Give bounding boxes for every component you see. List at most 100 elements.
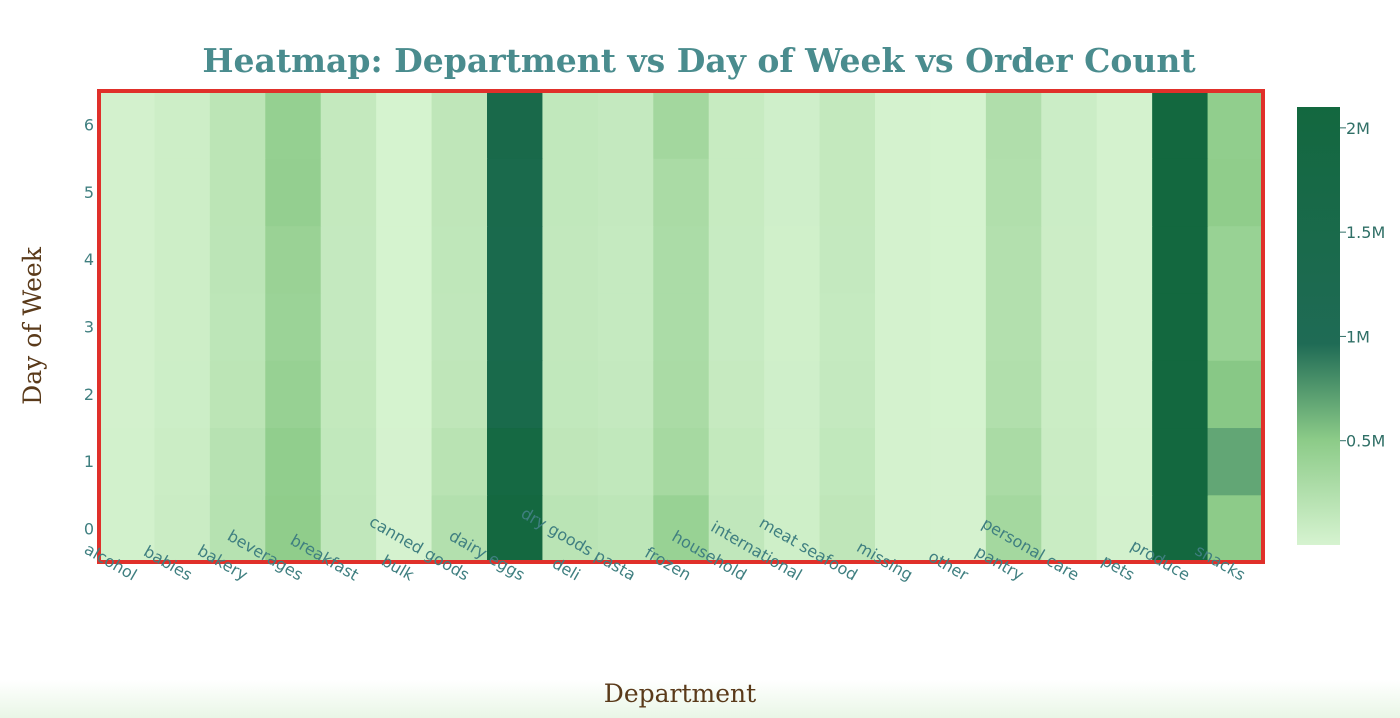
y-tick-label: 2	[84, 385, 94, 404]
heatmap-cell	[819, 225, 876, 294]
heatmap-cell	[764, 292, 821, 361]
y-tick-label: 5	[84, 183, 94, 202]
heatmap-cell	[764, 91, 821, 159]
heatmap-cell	[708, 91, 765, 159]
heatmap-cell	[320, 225, 377, 294]
heatmap-cell	[265, 360, 322, 429]
heatmap-cell	[1041, 225, 1098, 294]
heatmap-cell	[653, 292, 710, 361]
heatmap-cell	[320, 91, 377, 159]
heatmap-cell	[764, 158, 821, 227]
y-axis-ticks: 0 1 2 3 4 5 6	[84, 116, 94, 539]
heatmap-cell	[708, 427, 765, 496]
heatmap-cell	[1207, 292, 1264, 361]
heatmap-cells	[99, 91, 1264, 563]
heatmap-cell	[99, 91, 156, 159]
heatmap-cell	[1207, 225, 1264, 294]
heatmap-cell	[930, 494, 987, 563]
heatmap-cell	[1152, 494, 1209, 563]
heatmap-cell	[487, 292, 544, 361]
heatmap-cell	[875, 427, 932, 496]
heatmap-cell	[708, 360, 765, 429]
y-tick-label: 1	[84, 452, 94, 471]
heatmap-cell	[320, 427, 377, 496]
heatmap-cell	[597, 427, 654, 496]
heatmap-cell	[653, 225, 710, 294]
heatmap-cell	[431, 158, 488, 227]
heatmap-cell	[376, 292, 433, 361]
heatmap-cell	[154, 494, 211, 563]
heatmap-cell	[1041, 292, 1098, 361]
heatmap-cell	[376, 360, 433, 429]
heatmap-cell	[376, 91, 433, 159]
heatmap-cell	[431, 225, 488, 294]
heatmap-cell	[209, 494, 266, 563]
heatmap-cell	[431, 292, 488, 361]
heatmap-cell	[764, 427, 821, 496]
heatmap-cell	[265, 427, 322, 496]
y-tick-label: 3	[84, 318, 94, 337]
heatmap-cell	[542, 427, 599, 496]
heatmap-cell	[1096, 225, 1153, 294]
colorbar-tick-label: 1.5M	[1346, 223, 1385, 242]
heatmap-cell	[209, 360, 266, 429]
heatmap-cell	[930, 360, 987, 429]
heatmap-cell	[320, 292, 377, 361]
heatmap-cell	[708, 292, 765, 361]
heatmap-cell	[1096, 360, 1153, 429]
heatmap-cell	[985, 494, 1042, 563]
heatmap-cell	[154, 360, 211, 429]
heatmap-cell	[487, 494, 544, 563]
heatmap-cell	[1207, 494, 1264, 563]
heatmap-cell	[1152, 292, 1209, 361]
heatmap-cell	[487, 91, 544, 159]
heatmap-cell	[99, 427, 156, 496]
heatmap-cell	[819, 494, 876, 563]
heatmap-cell	[708, 225, 765, 294]
heatmap-cell	[154, 225, 211, 294]
heatmap-cell	[376, 427, 433, 496]
heatmap-cell	[985, 292, 1042, 361]
heatmap-cell	[930, 158, 987, 227]
heatmap-cell	[431, 91, 488, 159]
plot-border	[97, 89, 1265, 564]
heatmap-cell	[597, 360, 654, 429]
heatmap-cell	[597, 225, 654, 294]
heatmap-cell	[542, 360, 599, 429]
heatmap-cell	[875, 225, 932, 294]
heatmap-cell	[376, 494, 433, 563]
heatmap-cell	[376, 158, 433, 227]
heatmap-cell	[265, 91, 322, 159]
heatmap-cell	[1207, 91, 1264, 159]
heatmap-cell	[1096, 91, 1153, 159]
heatmap-cell	[1041, 158, 1098, 227]
heatmap-cell	[265, 292, 322, 361]
chart-title: Heatmap: Department vs Day of Week vs Or…	[202, 41, 1196, 80]
heatmap-cell	[1041, 91, 1098, 159]
heatmap-cell	[819, 91, 876, 159]
colorbar-tick-label: 1M	[1346, 327, 1370, 346]
heatmap-cell	[875, 360, 932, 429]
heatmap-cell	[99, 225, 156, 294]
heatmap-cell	[487, 225, 544, 294]
heatmap-cell	[542, 494, 599, 563]
heatmap-cell	[1041, 427, 1098, 496]
heatmap-cell	[708, 158, 765, 227]
heatmap-cell	[1096, 158, 1153, 227]
heatmap-cell	[597, 91, 654, 159]
heatmap-cell	[99, 494, 156, 563]
heatmap-cell	[819, 158, 876, 227]
heatmap-cell	[99, 360, 156, 429]
colorbar-tick-label: 0.5M	[1346, 432, 1385, 451]
heatmap-cell	[542, 158, 599, 227]
heatmap-cell	[875, 91, 932, 159]
heatmap-cell	[487, 427, 544, 496]
heatmap-cell	[154, 91, 211, 159]
heatmap-cell	[597, 494, 654, 563]
heatmap-cell	[985, 360, 1042, 429]
heatmap-cell	[930, 91, 987, 159]
heatmap-cell	[819, 360, 876, 429]
heatmap-cell	[542, 225, 599, 294]
heatmap-cell	[764, 360, 821, 429]
colorbar-ticks: 0.5M 1M 1.5M 2M	[1340, 119, 1385, 451]
